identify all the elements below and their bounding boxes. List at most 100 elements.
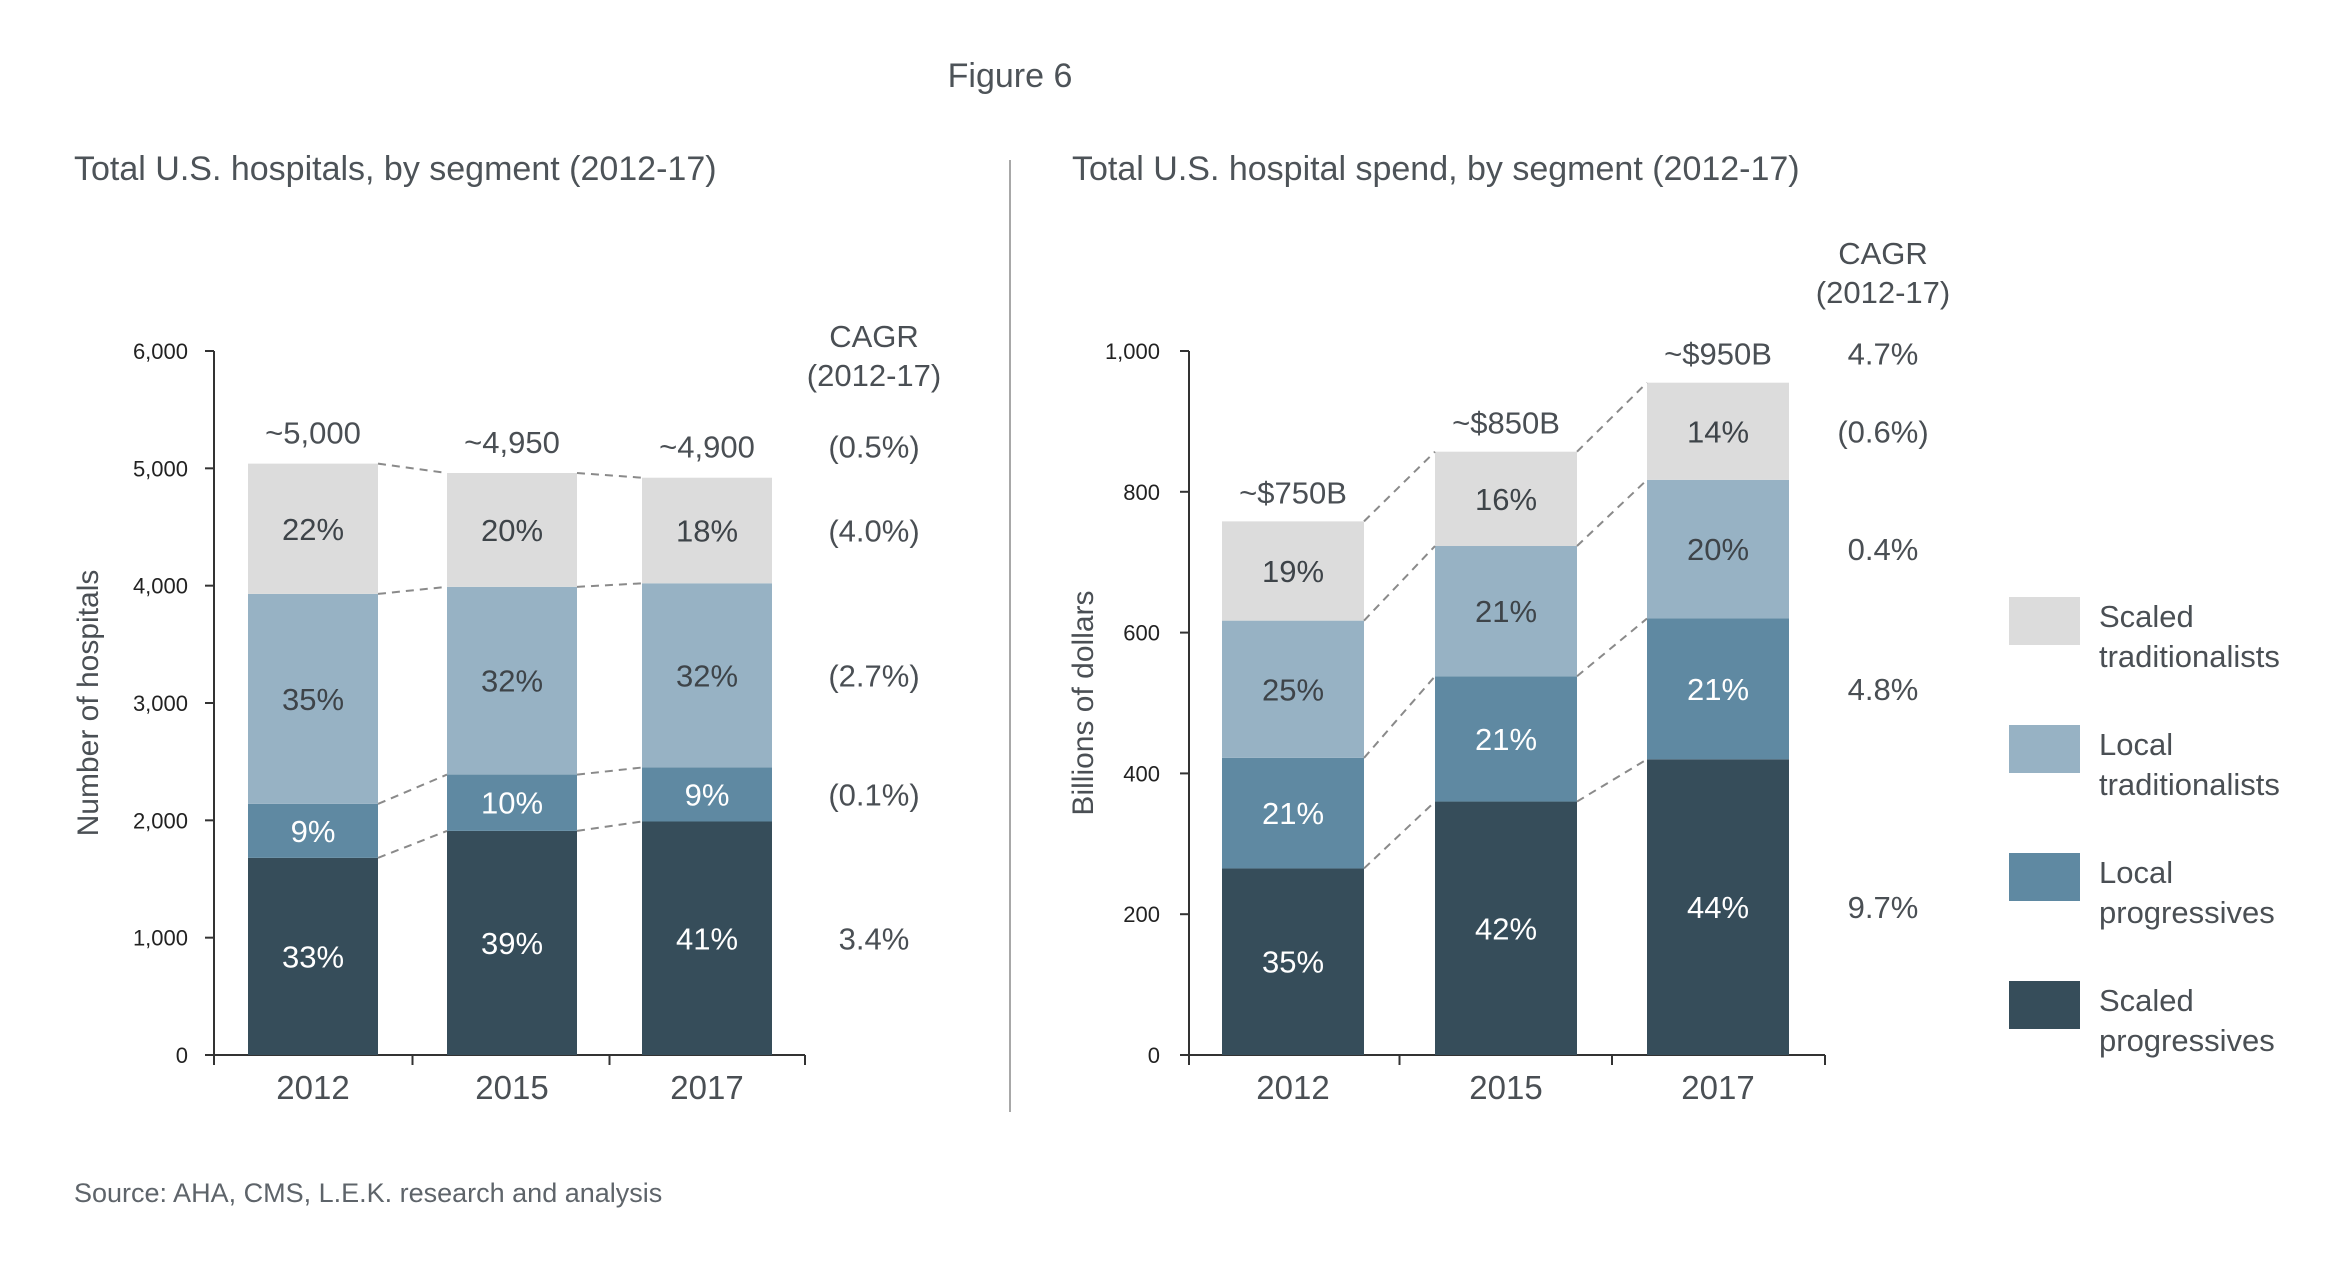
- left-x-tick-label: 2012: [276, 1069, 349, 1106]
- right-segment-label: 21%: [1475, 722, 1537, 757]
- left-segment-label: 41%: [676, 921, 738, 956]
- left-connector-line: [576, 820, 643, 832]
- legend-swatch-scaled-traditionalists: [2009, 597, 2080, 645]
- right-connector-line: [1576, 617, 1648, 678]
- left-connector-line: [576, 472, 643, 479]
- right-segment-label: 14%: [1687, 414, 1749, 449]
- right-bar-2015-local-progressives: [1435, 676, 1577, 802]
- left-segment-label: 22%: [282, 512, 344, 547]
- right-bar-2015-local-traditionalists: [1435, 546, 1577, 677]
- right-connector-line: [1363, 450, 1436, 523]
- left-y-tick-label: 6,000: [133, 339, 188, 364]
- right-bar-2017-local-progressives: [1647, 618, 1789, 760]
- left-y-tick-label: 5,000: [133, 456, 188, 481]
- left-y-tick-label: 1,000: [133, 926, 188, 951]
- left-y-tick-label: 3,000: [133, 691, 188, 716]
- left-bar-2015-scaled-progressives: [447, 830, 577, 1055]
- right-chart: 0 200 400 600 800 1,000 Billions of dollars 35%…: [1067, 236, 1950, 1106]
- right-bar-2017-local-traditionalists: [1647, 479, 1789, 619]
- left-connector-line: [576, 766, 643, 776]
- left-bar-2017-scaled-progressives: [642, 821, 772, 1055]
- right-connector-line: [1363, 675, 1436, 759]
- left-connector-line: [377, 773, 448, 805]
- right-bar-2015-scaled-progressives: [1435, 801, 1577, 1055]
- right-segment-label: 25%: [1262, 672, 1324, 707]
- legend: Scaled traditionalists Local traditionalist…: [2009, 597, 2280, 1058]
- left-cagr-total-value: (0.5%): [828, 430, 919, 465]
- right-total-label: ~$850B: [1452, 406, 1560, 441]
- right-cagr-value: 0.4%: [1848, 532, 1919, 567]
- left-total-label: ~4,900: [659, 430, 755, 465]
- legend-label: Scaled: [2099, 983, 2194, 1018]
- right-segment-label: 44%: [1687, 890, 1749, 925]
- left-segment-label: 18%: [676, 514, 738, 549]
- right-connector-line: [1576, 758, 1648, 803]
- left-bar-2017-local-traditionalists: [642, 583, 772, 768]
- left-segment-label: 32%: [481, 664, 543, 699]
- left-segment-label: 9%: [291, 814, 336, 849]
- right-y-tick-label: 600: [1123, 621, 1160, 646]
- left-connector-line: [576, 582, 643, 588]
- legend-label: traditionalists: [2099, 639, 2280, 674]
- right-segment-label: 16%: [1475, 482, 1537, 517]
- left-bar-2012-scaled-progressives: [248, 857, 378, 1055]
- left-segment-label: 9%: [685, 778, 730, 813]
- left-cagr-value: 3.4%: [839, 921, 910, 956]
- right-cagr-value: 4.8%: [1848, 672, 1919, 707]
- legend-swatch-local-progressives: [2009, 853, 2080, 901]
- legend-label: progressives: [2099, 1023, 2275, 1058]
- left-cagr-header: (2012-17): [807, 358, 941, 393]
- left-cagr-value: (0.1%): [828, 778, 919, 813]
- right-connector-line: [1576, 479, 1648, 547]
- right-cagr-value: (0.6%): [1837, 414, 1928, 449]
- right-bar-2012-scaled-progressives: [1222, 868, 1364, 1055]
- right-segment-label: 21%: [1475, 594, 1537, 629]
- left-bar-2017-scaled-traditionalists: [642, 477, 772, 584]
- right-total-label: ~$950B: [1664, 337, 1772, 372]
- left-total-label: ~5,000: [265, 416, 361, 451]
- left-segment-label: 20%: [481, 513, 543, 548]
- left-x-tick-label: 2015: [475, 1069, 548, 1106]
- right-y-tick-label: 0: [1148, 1043, 1160, 1068]
- right-segment-label: 21%: [1262, 796, 1324, 831]
- right-x-tick-label: 2017: [1681, 1069, 1754, 1106]
- left-y-tick-label: 2,000: [133, 808, 188, 833]
- left-connector-line: [377, 462, 448, 475]
- right-y-tick-label: 1,000: [1105, 339, 1160, 364]
- right-connector-line: [1576, 381, 1648, 453]
- left-bar-2017-local-progressives: [642, 767, 772, 822]
- left-bar-2015-scaled-traditionalists: [447, 473, 577, 587]
- right-y-tick-label: 400: [1123, 761, 1160, 786]
- legend-label: traditionalists: [2099, 767, 2280, 802]
- left-y-axis-title: Number of hospitals: [72, 570, 105, 837]
- left-bar-2015-local-traditionalists: [447, 586, 577, 775]
- right-connector-line: [1363, 545, 1436, 622]
- right-total-label: ~$750B: [1239, 475, 1347, 510]
- left-bar-2012-local-progressives: [248, 803, 378, 858]
- right-bar-2017-scaled-traditionalists: [1647, 382, 1789, 480]
- source-note: Source: AHA, CMS, L.E.K. research and an…: [74, 1178, 662, 1208]
- right-bar-2015-scaled-traditionalists: [1435, 451, 1577, 547]
- legend-label: Local: [2099, 855, 2173, 890]
- left-segment-label: 39%: [481, 926, 543, 961]
- right-cagr-total-value: 4.7%: [1848, 337, 1919, 372]
- right-x-tick-label: 2012: [1256, 1069, 1329, 1106]
- right-y-tick-label: 200: [1123, 902, 1160, 927]
- left-bar-2015-local-progressives: [447, 774, 577, 831]
- legend-label: Scaled: [2099, 599, 2194, 634]
- left-segment-label: 33%: [282, 939, 344, 974]
- figure-title: Figure 6: [948, 57, 1073, 95]
- right-cagr-value: 9.7%: [1848, 890, 1919, 925]
- right-segment-label: 42%: [1475, 911, 1537, 946]
- legend-label: Local: [2099, 727, 2173, 762]
- right-bar-2012-local-progressives: [1222, 757, 1364, 869]
- left-x-tick-label: 2017: [670, 1069, 743, 1106]
- right-segment-label: 19%: [1262, 554, 1324, 589]
- left-segment-label: 35%: [282, 682, 344, 717]
- right-bar-2012-scaled-traditionalists: [1222, 521, 1364, 621]
- right-cagr-header: CAGR: [1838, 236, 1928, 271]
- left-cagr-value: (4.0%): [828, 514, 919, 549]
- right-y-tick-label: 800: [1123, 480, 1160, 505]
- left-cagr-header: CAGR: [829, 319, 919, 354]
